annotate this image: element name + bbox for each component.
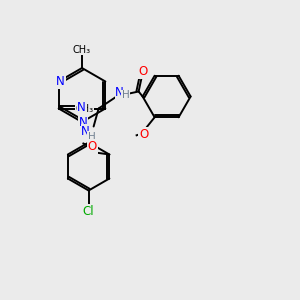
Text: O: O xyxy=(139,128,148,141)
Text: N: N xyxy=(56,75,65,88)
Text: Cl: Cl xyxy=(83,205,94,218)
Text: N: N xyxy=(77,101,86,114)
Text: N: N xyxy=(79,116,87,130)
Text: N: N xyxy=(115,86,124,99)
Text: CH₃: CH₃ xyxy=(75,103,93,113)
Text: H: H xyxy=(88,131,95,142)
Text: N: N xyxy=(81,125,90,138)
Text: H: H xyxy=(122,91,130,100)
Text: CH₃: CH₃ xyxy=(73,45,91,55)
Text: O: O xyxy=(88,140,97,153)
Text: O: O xyxy=(138,65,147,78)
